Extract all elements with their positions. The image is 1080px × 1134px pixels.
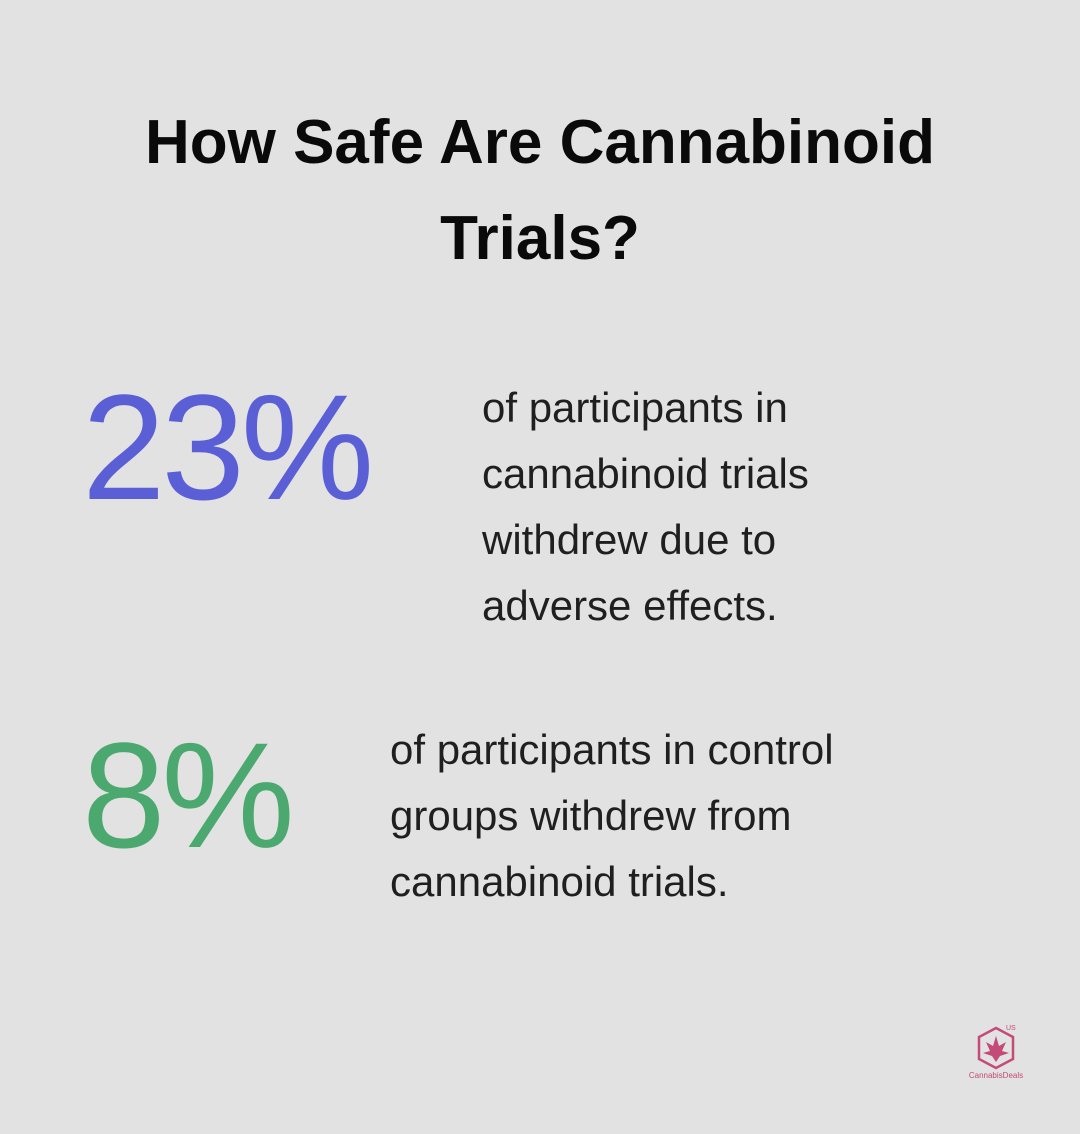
logo-icon — [977, 1026, 1015, 1070]
logo-region: US — [1006, 1025, 1016, 1032]
description-line: withdrew due to — [482, 516, 777, 563]
description-line: cannabinoid trials. — [390, 858, 729, 905]
description-line: cannabinoid trials — [482, 450, 809, 497]
stat-description: of participants in cannabinoid trials with… — [482, 375, 809, 639]
stat-value: 8% — [82, 711, 295, 879]
description-line: of participants in control — [390, 726, 834, 773]
stat-description: of participants in control groups withdre… — [390, 717, 834, 915]
description-line: groups withdrew from — [390, 792, 792, 839]
description-line: adverse effects. — [482, 582, 778, 629]
stat-value: 23% — [82, 363, 374, 531]
title: How Safe Are Cannabinoid Trials? — [144, 108, 935, 273]
description-line: of participants in — [482, 384, 788, 431]
logo-name: CannabisDeals — [968, 1071, 1024, 1080]
